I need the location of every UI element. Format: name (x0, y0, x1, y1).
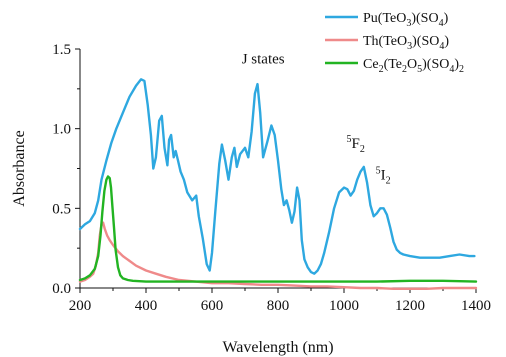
axes: 0.0 0.5 1.0 1.5 200 400 600 800 1000 1200 1400 (52, 42, 491, 314)
y-tick-label: 0.0 (52, 281, 71, 297)
x-tick-label: 1200 (395, 298, 425, 314)
x-tick-label: 400 (135, 298, 158, 314)
series-line-1 (78, 221, 478, 290)
annotation-5I2: 5I2 (376, 166, 391, 187)
legend-label-0: Pu(TeO3)(SO4) (363, 11, 449, 29)
x-tick-label: 1000 (329, 298, 359, 314)
x-axis-title: Wavelength (nm) (222, 339, 333, 356)
series-layer (78, 78, 478, 290)
y-tick-label: 1.0 (52, 122, 71, 138)
x-tick-label: 600 (201, 298, 224, 314)
x-tick-label: 200 (69, 298, 92, 314)
annotation-5F2: 5F2 (347, 134, 365, 155)
y-tick-label: 0.5 (52, 201, 71, 217)
legend-label-1: Th(TeO3)(SO4) (363, 34, 449, 52)
annotations: J states 5F2 5I2 (242, 51, 391, 186)
y-ticks: 0.0 0.5 1.0 1.5 (52, 42, 80, 297)
x-ticks: 200 400 600 800 1000 1200 1400 (69, 288, 491, 314)
legend: Pu(TeO3)(SO4) Th(TeO3)(SO4) Ce2(Te2O5)(SO4… (325, 11, 464, 75)
series-line-0 (78, 78, 476, 275)
legend-label-2: Ce2(Te2O5)(SO4)2 (363, 57, 464, 75)
y-tick-label: 1.5 (52, 42, 71, 58)
x-tick-label: 800 (267, 298, 290, 314)
x-tick-label: 1400 (461, 298, 491, 314)
y-axis-title: Absorbance (11, 130, 28, 206)
annotation-j-states: J states (242, 51, 285, 67)
series-line-2 (78, 175, 478, 283)
